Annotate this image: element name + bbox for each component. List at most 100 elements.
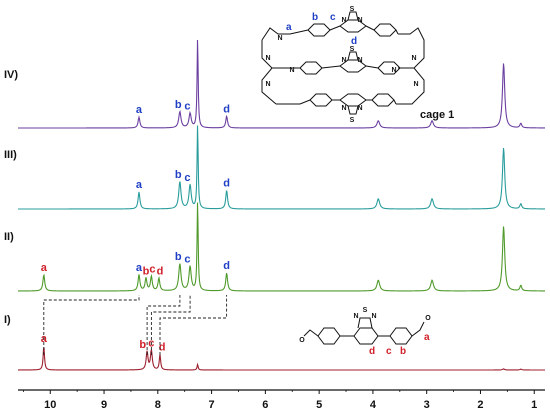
aldehyde-structure — [303, 317, 425, 345]
peak-label-4-4: d — [159, 342, 166, 354]
aldehyde-atom-5: O — [425, 315, 431, 322]
peak-label-3-2: a — [136, 262, 143, 274]
x-tick-label-4: 4 — [370, 399, 377, 411]
aldehyde-letter-1: a — [424, 332, 430, 343]
aldehyde-text: a bcd NSN O O — [299, 307, 431, 357]
spectrum-trace-4 — [18, 347, 545, 371]
aldehyde-ring-right — [389, 327, 413, 345]
x-axis: 10 9 8 7 6 5 4 3 2 1 — [18, 389, 545, 411]
cage-atom-7: N — [341, 105, 346, 112]
cage-atom-14: N — [413, 81, 418, 88]
aldehyde-atom-1: N — [353, 313, 358, 320]
cage-atom-1: N — [341, 17, 346, 24]
peak-label-3-3: b — [143, 265, 150, 277]
cage-arm-bottom-left — [276, 99, 311, 105]
x-tick-label-3: 3 — [424, 399, 430, 411]
cage-name-label: cage 1 — [420, 109, 454, 121]
cage-arm-top-left — [261, 27, 290, 41]
cage-atom-6: N — [357, 57, 362, 64]
cage-letter-c: c — [330, 12, 336, 23]
spectrum-trace-2 — [18, 125, 545, 210]
peak-label-1-4: d — [223, 103, 230, 115]
x-tick-label-6: 6 — [262, 399, 268, 411]
cage-atom-4: N — [341, 57, 346, 64]
aldehyde-atom-2: S — [363, 307, 368, 314]
cage-arm-left — [261, 40, 277, 105]
peak-label-3-5: d — [157, 265, 164, 277]
peak-label-3-6: b — [175, 251, 182, 263]
x-tick-label-10: 10 — [44, 399, 56, 411]
cage-letter-b: b — [312, 12, 318, 23]
peak-label-3-1: a — [41, 262, 48, 274]
trace-label-2: III) — [4, 149, 17, 161]
x-tick-label-9: 9 — [101, 399, 107, 411]
peak-label-1-1: a — [136, 104, 143, 116]
correlation-lines — [43, 295, 228, 355]
aldehyde-ring-left — [317, 327, 341, 345]
cage-atom-3: N — [357, 17, 362, 24]
peak-label-1-3: c — [184, 101, 190, 113]
spectrum-trace-3 — [18, 202, 546, 292]
peak-label-2-1: a — [136, 179, 143, 191]
aldehyde-ring-center — [353, 327, 379, 345]
cage-mid-links — [290, 65, 379, 69]
peak-label-2-2: b — [175, 169, 182, 181]
correlation-line-2 — [146, 295, 181, 355]
aldehyde-letter-2: b — [400, 346, 406, 357]
cage-atom-9: N — [357, 105, 362, 112]
cage-atom-11: N — [265, 81, 270, 88]
x-tick-label-1: 1 — [531, 399, 537, 411]
aldehyde-thiadiazole — [357, 317, 373, 329]
cage-bottom-ring-left — [309, 93, 333, 107]
aldehyde-letter-4: d — [369, 346, 375, 357]
peak-label-2-4: d — [223, 177, 230, 189]
spectrum-trace-1 — [18, 39, 545, 129]
cage-atom-16: N — [277, 35, 282, 42]
correlation-line-4 — [159, 295, 228, 355]
cage-arm-right — [396, 27, 425, 105]
x-tick-label-7: 7 — [209, 399, 215, 411]
correlation-line-1 — [43, 295, 140, 355]
cage-top-ring-right — [373, 23, 397, 37]
x-tick-label-2: 2 — [477, 399, 483, 411]
aldehyde-atom-4: O — [299, 337, 305, 344]
aldehyde-cho-left — [303, 329, 319, 337]
cage-bottom-ring-right — [371, 93, 395, 107]
correlation-line-3 — [150, 295, 191, 355]
aldehyde-atom-3: N — [371, 313, 376, 320]
cage-atom-2: S — [350, 6, 355, 13]
aldehyde-letter-3: c — [386, 346, 392, 357]
peak-label-3-4: c — [149, 264, 155, 276]
trace-label-4: I) — [4, 314, 11, 326]
cage-letter-a: a — [286, 22, 292, 33]
cage-mid-ring-left — [299, 61, 323, 75]
cage-atom-13: N — [411, 55, 416, 62]
cage-letter-d: d — [351, 36, 357, 47]
cage-mid-ring-right — [377, 61, 401, 75]
aldehyde-cho-right — [411, 321, 425, 337]
cage-atom-12: N — [289, 67, 294, 74]
cage-atom-5: S — [350, 46, 355, 53]
cage-bottom-links — [332, 99, 397, 105]
peak-label-4-2: b — [139, 339, 146, 351]
cage-1-structure — [261, 11, 425, 115]
trace-label-3: II) — [4, 231, 14, 243]
peak-label-3-7: c — [184, 254, 190, 266]
cage-thiadiazole-bottom — [347, 105, 359, 115]
trace-label-1: IV) — [4, 69, 18, 81]
peak-label-1-2: b — [175, 99, 182, 111]
x-tick-label-8: 8 — [155, 399, 161, 411]
cage-atom-10: N — [265, 55, 270, 62]
cage-atom-8: S — [350, 117, 355, 124]
peak-label-2-3: c — [184, 172, 190, 184]
cage-atom-15: N — [391, 67, 396, 74]
peak-label-3-8: d — [223, 260, 230, 272]
x-tick-label-5: 5 — [316, 399, 322, 411]
cage-top-ring-left — [307, 23, 331, 37]
cage-thiadiazole-top — [347, 11, 359, 21]
cage-thiadiazole-mid — [347, 51, 359, 61]
cage-top-links — [289, 25, 399, 35]
